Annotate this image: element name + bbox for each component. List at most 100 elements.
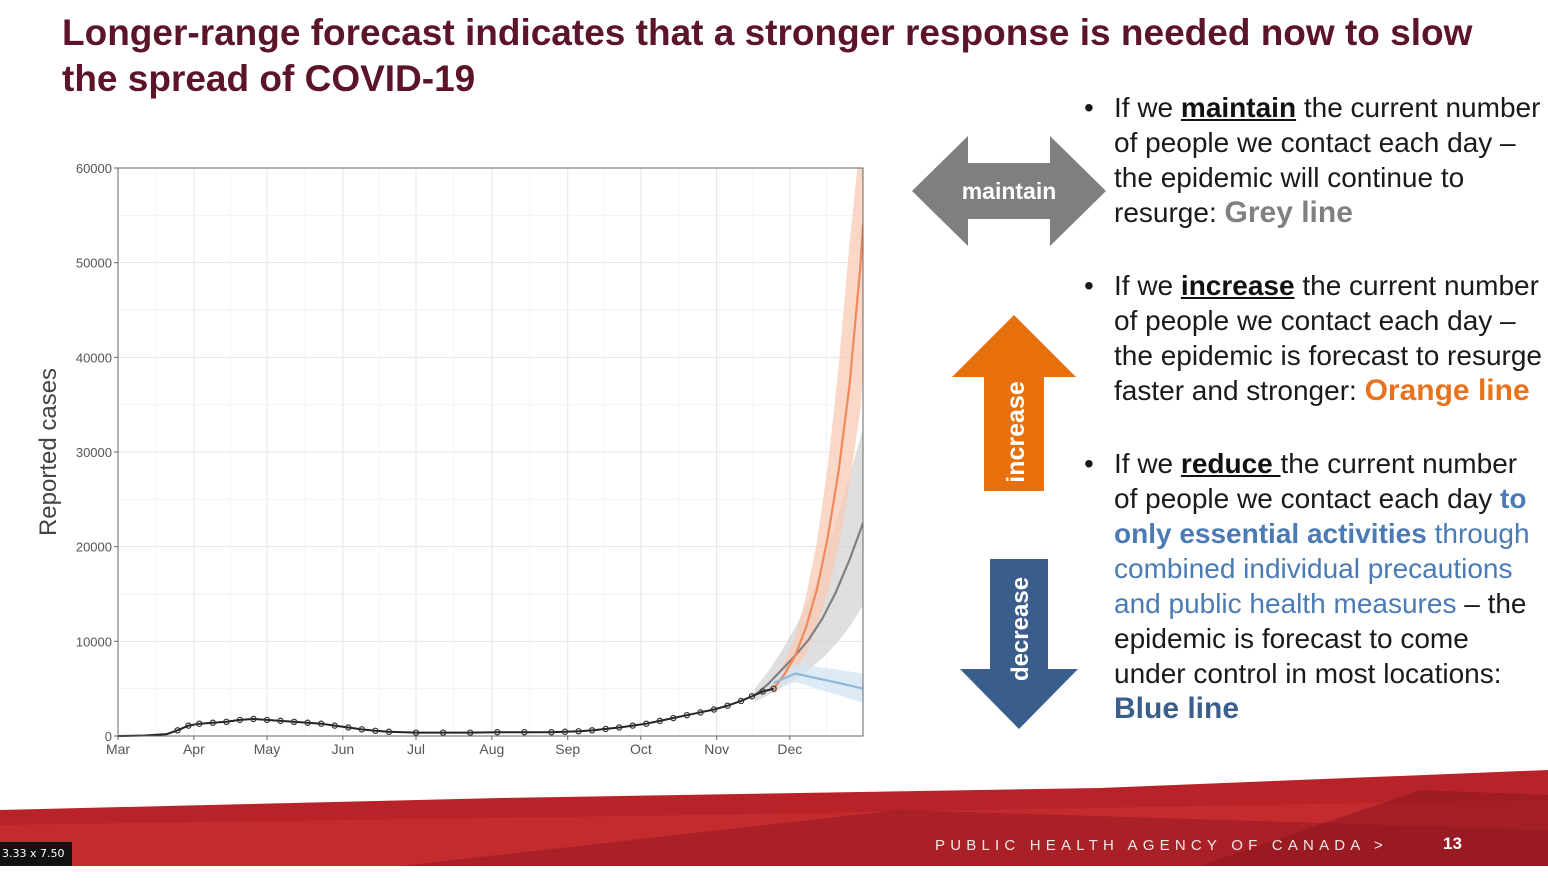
observed-point [277, 717, 284, 725]
blue-line-label: Blue line [1114, 692, 1240, 725]
observed-point [250, 715, 257, 723]
y-tick-label: 50000 [76, 256, 112, 271]
y-axis-ticks: 0 10000 20000 30000 40000 50000 60000 [76, 161, 118, 744]
observed-point [602, 725, 609, 733]
x-tick-label: Mar [106, 741, 130, 757]
observed-point [683, 711, 691, 719]
page-number: 13 [1443, 834, 1462, 853]
series-line-2 [773, 672, 863, 690]
keyword-increase: increase [1180, 270, 1295, 301]
y-tick-label: 10000 [76, 634, 112, 649]
observed-point [263, 716, 271, 724]
observed-point [185, 722, 192, 729]
bullet-reduce: • If we reduce the current number of peo… [1082, 446, 1542, 726]
decrease-arrow-label: decrease [1007, 577, 1034, 681]
slide-title: Longer-range forecast indicates that a s… [62, 12, 1473, 99]
observed-point [345, 724, 352, 731]
observed-line [117, 687, 774, 737]
chart-grid [117, 167, 863, 737]
bullet-maintain-text: the current number of people we contact … [1114, 92, 1541, 228]
observed-point [629, 722, 636, 729]
size-badge: 3.33 x 7.50 in [0, 842, 72, 884]
x-tick-label: Jun [332, 741, 355, 757]
observed-point [561, 728, 569, 735]
maintain-arrow-label: maintain [962, 178, 1057, 204]
observed-point [615, 724, 623, 731]
observed-point [196, 720, 203, 727]
observed-point [209, 719, 217, 726]
bullet-reduce-text: the current number of people we contact … [1114, 448, 1518, 514]
observed-point [670, 714, 677, 722]
observed-point [770, 685, 777, 692]
bullet-maintain: • If we maintain the current number of p… [1082, 90, 1542, 230]
y-tick-label: 30000 [76, 445, 112, 460]
observed-point [358, 726, 366, 733]
footer-banner [0, 770, 1548, 866]
observed-point [331, 722, 338, 729]
precautions-text: through combined individual precautions … [1114, 518, 1530, 619]
bullet-dot-icon: • [1084, 92, 1094, 123]
observed-point [588, 727, 596, 734]
x-tick-label: Oct [630, 741, 652, 757]
bullet-increase-prefix: If we [1114, 270, 1181, 301]
keyword-maintain: maintain [1180, 92, 1297, 123]
observed-point [372, 727, 379, 734]
scenario-bullets: • If we maintain the current number of p… [1082, 90, 1542, 726]
y-axis-label: Reported cases [35, 368, 62, 536]
observed-point [575, 728, 582, 735]
bullet-increase: • If we increase the current number of p… [1082, 268, 1542, 408]
grey-line-label: Grey line [1224, 196, 1353, 229]
observed-point [412, 729, 420, 736]
x-tick-label: Nov [704, 741, 729, 757]
y-tick-label: 40000 [76, 350, 112, 365]
x-tick-label: Apr [183, 741, 205, 757]
bullet-increase-text: the current number of people we contact … [1114, 270, 1542, 406]
observed-point [548, 729, 555, 736]
observed-point [643, 720, 650, 727]
observed-point [317, 720, 325, 727]
increase-arrow: increase [952, 315, 1076, 496]
up-arrow-icon [952, 315, 1076, 491]
observed-point [290, 718, 298, 726]
bullet-reduce-prefix: If we [1114, 448, 1181, 479]
bullet-maintain-prefix: If we [1114, 92, 1181, 123]
series-line-1 [772, 224, 863, 690]
essential-activities-text: to only essential activities [1114, 483, 1527, 549]
bullet-dot-icon: • [1084, 448, 1094, 479]
y-tick-label: 60000 [76, 161, 112, 176]
observed-point [748, 693, 756, 700]
maintain-arrow: maintain [912, 136, 1106, 251]
x-axis-ticks: Mar Apr May Jun Jul Aug Sep Oct Nov Dec [106, 736, 802, 757]
observed-point [737, 697, 745, 705]
bullet-dot-icon: • [1084, 270, 1094, 301]
observed-point [724, 702, 731, 709]
x-tick-label: Sep [555, 741, 580, 757]
observed-point [656, 717, 664, 725]
observed-point [697, 709, 704, 716]
bullet-reduce-outcome: – the epidemic is forecast to come under… [1114, 588, 1527, 689]
double-arrow-icon [912, 136, 1106, 246]
confidence-band-0 [754, 428, 863, 702]
keyword-reduce: reduce [1180, 448, 1281, 479]
agency-name: PUBLIC HEALTH AGENCY OF CANADA > [935, 837, 1389, 854]
observed-point [236, 716, 244, 724]
x-tick-label: Dec [777, 741, 802, 757]
y-tick-label: 20000 [76, 540, 112, 555]
observed-point [466, 729, 474, 736]
observed-point [385, 728, 393, 735]
down-arrow-icon [960, 559, 1078, 729]
observed-point [494, 729, 501, 736]
decrease-arrow: decrease [960, 559, 1078, 734]
observed-point [759, 688, 766, 695]
observed-points [117, 685, 777, 737]
confidence-band-1 [773, 168, 863, 695]
observed-point [174, 727, 181, 734]
increase-arrow-label: increase [1002, 381, 1030, 483]
y-tick-label: 0 [105, 729, 112, 744]
series-line-0 [753, 522, 863, 697]
observed-point [304, 719, 311, 726]
orange-line-label: Orange line [1364, 374, 1530, 407]
observed-point [439, 729, 447, 736]
observed-point [710, 706, 718, 713]
